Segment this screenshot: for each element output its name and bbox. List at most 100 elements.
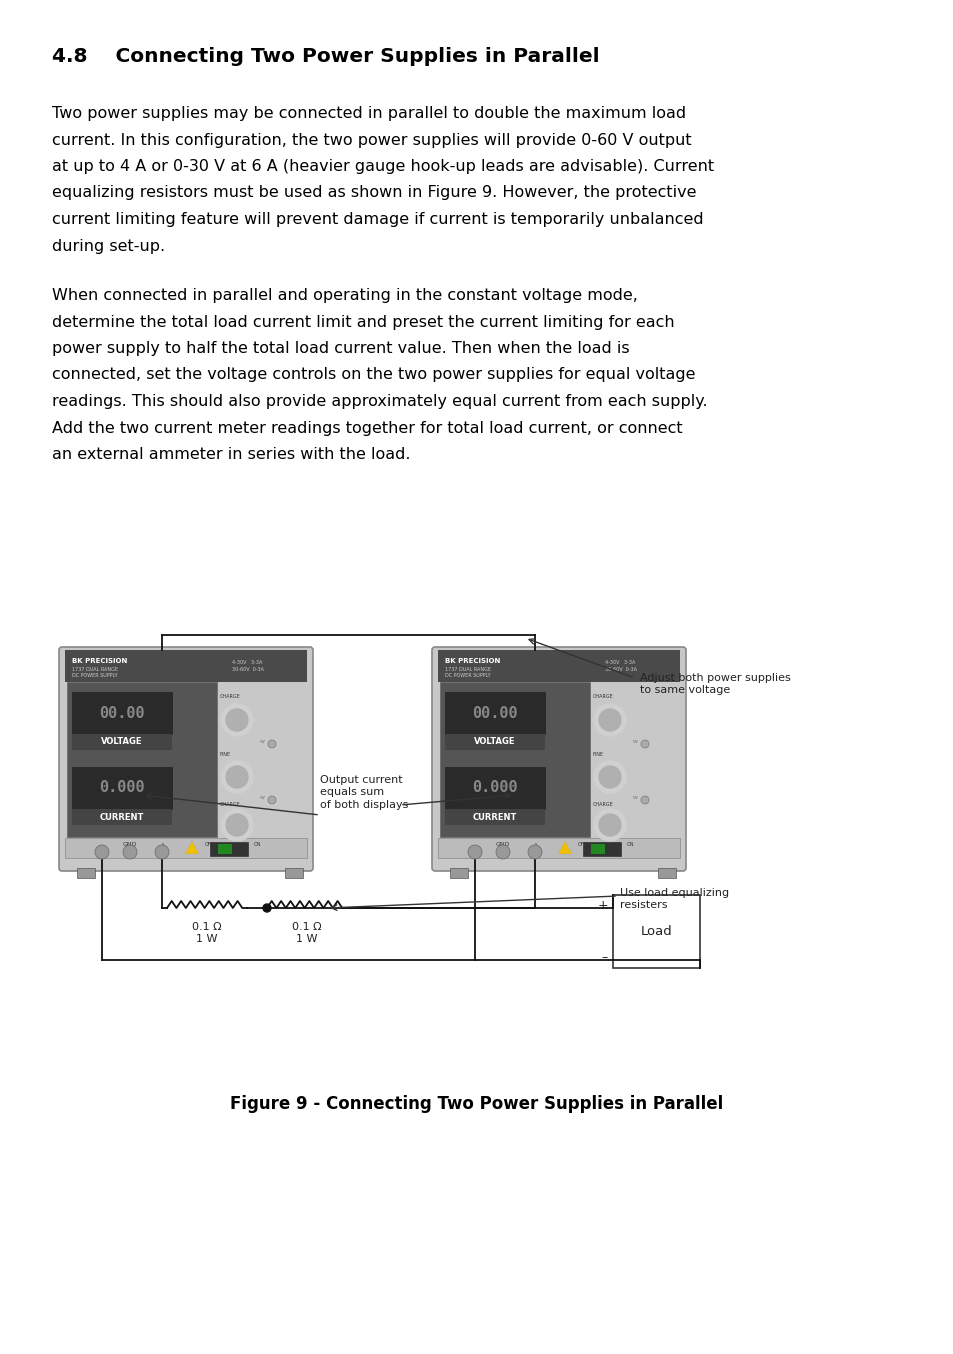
Circle shape bbox=[221, 808, 253, 841]
Bar bbox=[71, 808, 172, 825]
Text: 00.00: 00.00 bbox=[472, 705, 517, 720]
Text: GND: GND bbox=[123, 842, 137, 848]
Text: FINE: FINE bbox=[220, 751, 231, 757]
Text: 30-60V  0-3A: 30-60V 0-3A bbox=[232, 668, 264, 672]
Text: connected, set the voltage controls on the two power supplies for equal voltage: connected, set the voltage controls on t… bbox=[52, 367, 695, 382]
Text: determine the total load current limit and preset the current limiting for each: determine the total load current limit a… bbox=[52, 314, 674, 329]
Circle shape bbox=[598, 814, 620, 835]
Text: GND: GND bbox=[496, 842, 510, 848]
Circle shape bbox=[594, 808, 625, 841]
Bar bbox=[218, 844, 232, 854]
Text: 0.1 Ω
1 W: 0.1 Ω 1 W bbox=[292, 922, 321, 944]
Text: 0.000: 0.000 bbox=[99, 780, 145, 796]
Text: CURRENT: CURRENT bbox=[100, 812, 144, 822]
FancyBboxPatch shape bbox=[432, 647, 685, 871]
Text: FINE: FINE bbox=[593, 751, 603, 757]
Text: –: – bbox=[99, 842, 104, 852]
Text: Figure 9 - Connecting Two Power Supplies in Parallel: Figure 9 - Connecting Two Power Supplies… bbox=[230, 1095, 723, 1113]
Text: 4-30V   3-3A: 4-30V 3-3A bbox=[604, 659, 635, 665]
Bar bbox=[450, 868, 468, 877]
Circle shape bbox=[268, 741, 275, 747]
Text: +: + bbox=[158, 842, 166, 852]
Text: BK PRECISION: BK PRECISION bbox=[444, 658, 500, 663]
Text: ON: ON bbox=[626, 842, 634, 848]
Circle shape bbox=[226, 766, 248, 788]
Circle shape bbox=[598, 766, 620, 788]
Circle shape bbox=[598, 709, 620, 731]
Bar bbox=[444, 766, 544, 808]
Text: BK PRECISION: BK PRECISION bbox=[71, 658, 128, 663]
Text: Use load equalizing
resisters: Use load equalizing resisters bbox=[619, 888, 728, 910]
Text: readings. This should also provide approximately equal current from each supply.: readings. This should also provide appro… bbox=[52, 394, 707, 409]
Bar bbox=[65, 650, 307, 682]
Polygon shape bbox=[185, 841, 199, 854]
Text: ON: ON bbox=[253, 842, 261, 848]
Bar bbox=[210, 842, 248, 856]
Text: –: – bbox=[601, 951, 607, 964]
Bar bbox=[444, 692, 544, 734]
Text: equalizing resistors must be used as shown in Figure 9. However, the protective: equalizing resistors must be used as sho… bbox=[52, 185, 696, 200]
Bar bbox=[71, 734, 172, 750]
Circle shape bbox=[263, 904, 271, 913]
Bar bbox=[71, 692, 172, 734]
Bar bbox=[67, 682, 216, 837]
Circle shape bbox=[221, 761, 253, 793]
Circle shape bbox=[226, 709, 248, 731]
Text: DC POWER SUPPLY: DC POWER SUPPLY bbox=[71, 673, 117, 678]
Bar bbox=[71, 766, 172, 808]
Text: during set-up.: during set-up. bbox=[52, 238, 165, 253]
Bar bbox=[77, 868, 95, 877]
Text: CV: CV bbox=[633, 741, 639, 743]
Text: OFF: OFF bbox=[205, 842, 214, 848]
Bar bbox=[437, 838, 679, 858]
Text: +: + bbox=[597, 899, 607, 913]
Circle shape bbox=[221, 704, 253, 737]
Text: +: + bbox=[531, 842, 538, 852]
Text: OFF: OFF bbox=[578, 842, 587, 848]
Text: DC POWER SUPPLY: DC POWER SUPPLY bbox=[444, 673, 490, 678]
Text: 00.00: 00.00 bbox=[99, 705, 145, 720]
Text: 1737 DUAL RANGE: 1737 DUAL RANGE bbox=[71, 668, 118, 672]
Text: 0.1 Ω
1 W: 0.1 Ω 1 W bbox=[192, 922, 222, 944]
Circle shape bbox=[123, 845, 137, 858]
Text: 30-60V  0-3A: 30-60V 0-3A bbox=[604, 668, 637, 672]
Text: CV: CV bbox=[260, 796, 266, 800]
Circle shape bbox=[594, 704, 625, 737]
Text: CHARGE: CHARGE bbox=[593, 802, 613, 807]
Text: at up to 4 A or 0-30 V at 6 A (heavier gauge hook-up leads are advisable). Curre: at up to 4 A or 0-30 V at 6 A (heavier g… bbox=[52, 158, 714, 175]
Text: CURRENT: CURRENT bbox=[473, 812, 517, 822]
Circle shape bbox=[594, 761, 625, 793]
Text: current limiting feature will prevent damage if current is temporarily unbalance: current limiting feature will prevent da… bbox=[52, 213, 703, 227]
Text: CV: CV bbox=[260, 741, 266, 743]
Circle shape bbox=[468, 845, 481, 858]
Text: 0.000: 0.000 bbox=[472, 780, 517, 796]
Text: –: – bbox=[472, 842, 476, 852]
Bar bbox=[444, 734, 544, 750]
Bar bbox=[285, 868, 303, 877]
Text: an external ammeter in series with the load.: an external ammeter in series with the l… bbox=[52, 447, 410, 462]
Text: Adjust both power supplies
to same voltage: Adjust both power supplies to same volta… bbox=[639, 673, 790, 696]
Text: power supply to half the total load current value. Then when the load is: power supply to half the total load curr… bbox=[52, 341, 629, 356]
Text: When connected in parallel and operating in the constant voltage mode,: When connected in parallel and operating… bbox=[52, 288, 638, 303]
Bar bbox=[590, 844, 604, 854]
Text: Load: Load bbox=[640, 925, 672, 938]
Circle shape bbox=[640, 741, 648, 747]
Circle shape bbox=[226, 814, 248, 835]
Text: Two power supplies may be connected in parallel to double the maximum load: Two power supplies may be connected in p… bbox=[52, 106, 685, 121]
Bar bbox=[582, 842, 620, 856]
Circle shape bbox=[496, 845, 510, 858]
Text: 4.8    Connecting Two Power Supplies in Parallel: 4.8 Connecting Two Power Supplies in Par… bbox=[52, 47, 599, 66]
Circle shape bbox=[640, 796, 648, 804]
Text: VOLTAGE: VOLTAGE bbox=[101, 738, 143, 746]
Bar bbox=[439, 682, 589, 837]
Text: 1737 DUAL RANGE: 1737 DUAL RANGE bbox=[444, 668, 491, 672]
Polygon shape bbox=[558, 841, 572, 854]
Bar bbox=[65, 838, 307, 858]
Text: Output current
equals sum
of both displays: Output current equals sum of both displa… bbox=[319, 774, 408, 810]
Bar bbox=[658, 868, 676, 877]
Text: 4-30V   3-3A: 4-30V 3-3A bbox=[232, 659, 262, 665]
Circle shape bbox=[95, 845, 109, 858]
Text: Add the two current meter readings together for total load current, or connect: Add the two current meter readings toget… bbox=[52, 421, 682, 436]
Text: CHARGE: CHARGE bbox=[593, 695, 613, 699]
Text: VOLTAGE: VOLTAGE bbox=[474, 738, 516, 746]
